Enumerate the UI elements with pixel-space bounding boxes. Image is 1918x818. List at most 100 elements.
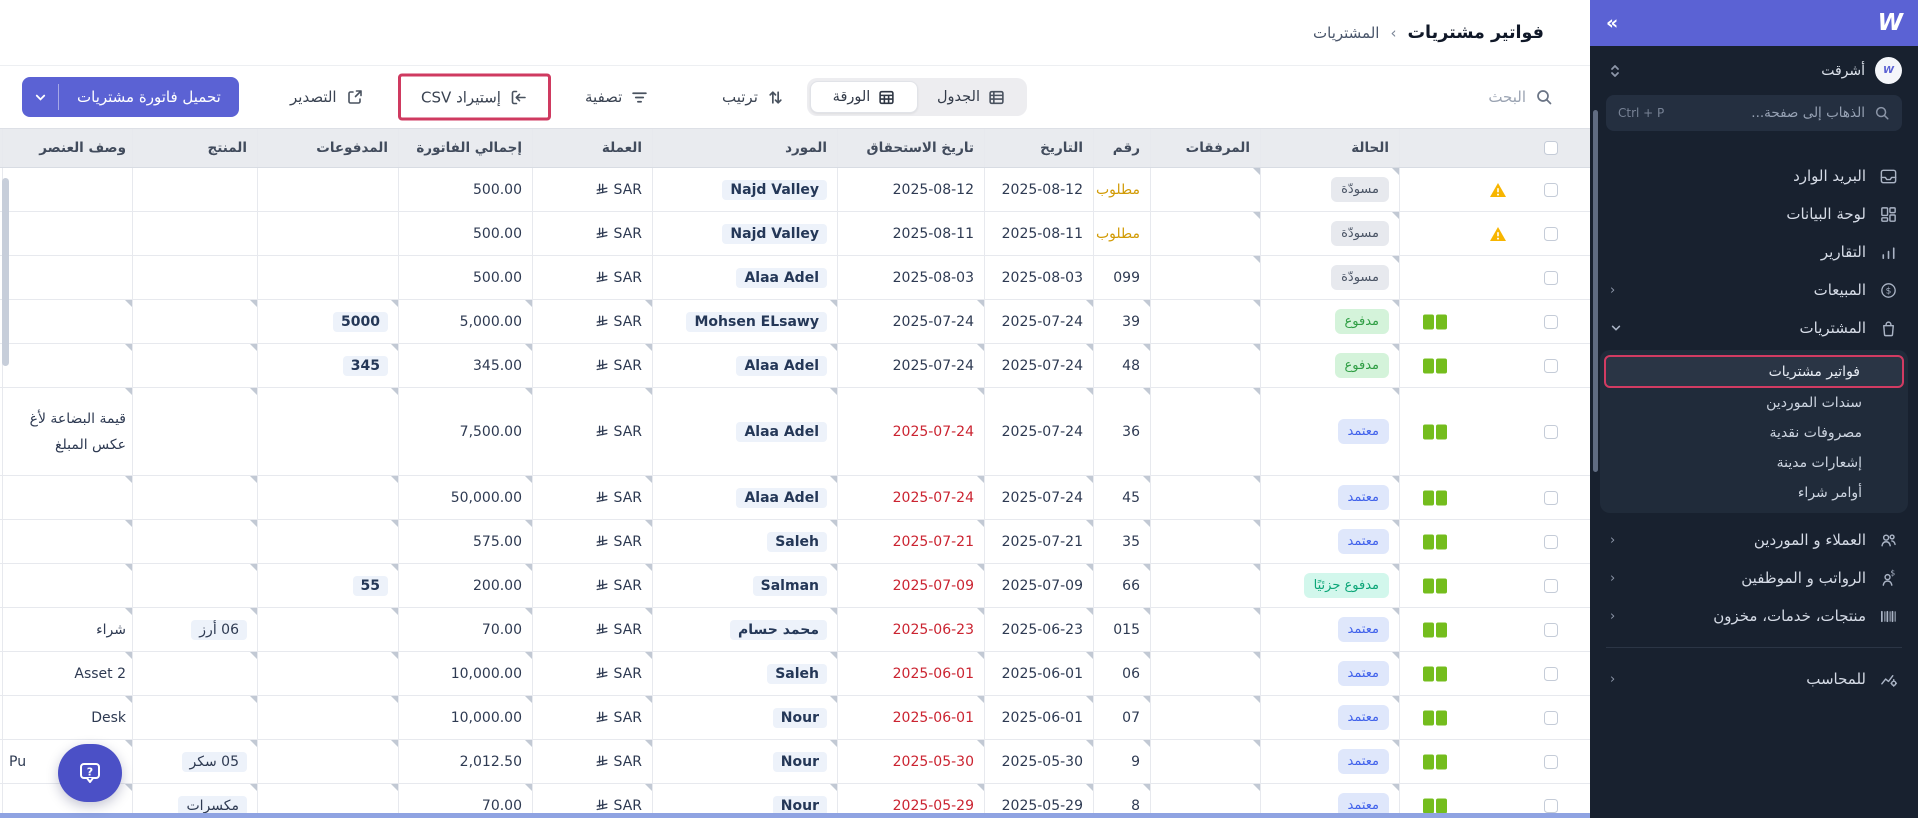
sort-button[interactable]: ترتيب bbox=[722, 88, 784, 106]
vendor-link[interactable]: Nour bbox=[772, 751, 827, 772]
sidebar-scrollbar[interactable] bbox=[1593, 110, 1598, 472]
horizontal-scroll-indicator[interactable] bbox=[0, 813, 1590, 818]
row-checkbox[interactable] bbox=[1544, 270, 1558, 285]
cell-number: 9 bbox=[1093, 740, 1150, 783]
status-badge: مدفوع جزئيًا bbox=[1303, 572, 1389, 599]
cell-vendor: محمد حسام bbox=[652, 608, 837, 651]
user-menu[interactable]: W أشرقت bbox=[1590, 46, 1918, 93]
row-checkbox[interactable] bbox=[1544, 314, 1558, 329]
journal-entry-icon[interactable] bbox=[1422, 357, 1448, 374]
cell-selection bbox=[1399, 740, 1590, 783]
table-row[interactable]: معتمد 45 2025-07-24 2025-07-24 Alaa Adel SAR 5… bbox=[0, 476, 1590, 520]
cell-selection bbox=[1399, 344, 1590, 387]
vendor-link[interactable]: Salman bbox=[752, 575, 827, 596]
cell-attachments bbox=[1150, 168, 1260, 211]
table-row[interactable]: معتمد 36 2025-07-24 2025-07-24 Alaa Adel SAR 7… bbox=[0, 388, 1590, 476]
submenu-item-cash-expenses[interactable]: مصروفات نقدية bbox=[1769, 425, 1862, 441]
vendor-link[interactable]: Mohsen ELsawy bbox=[686, 311, 827, 332]
sar-symbol-icon bbox=[595, 490, 609, 505]
vendor-link[interactable]: Alaa Adel bbox=[736, 487, 827, 508]
unfold-icon[interactable] bbox=[1608, 63, 1622, 79]
journal-entry-icon[interactable] bbox=[1422, 313, 1448, 330]
vertical-scrollbar[interactable] bbox=[2, 178, 9, 366]
cell-date: 2025-07-21 bbox=[984, 520, 1093, 563]
vendor-link[interactable]: Saleh bbox=[767, 531, 827, 552]
import-csv-button[interactable]: إستيراد CSV bbox=[398, 73, 551, 121]
table-row[interactable]: معتمد 07 2025-06-01 2025-06-01 Nour SAR 10,000… bbox=[0, 696, 1590, 740]
row-checkbox[interactable] bbox=[1544, 534, 1558, 549]
row-checkbox[interactable] bbox=[1544, 754, 1558, 769]
sar-symbol-icon bbox=[595, 182, 609, 197]
table-row[interactable]: مدفوع 39 2025-07-24 2025-07-24 Mohsen ELsawy… bbox=[0, 300, 1590, 344]
help-button[interactable]: ? bbox=[58, 744, 122, 802]
filter-button[interactable]: تصفية bbox=[585, 88, 648, 106]
vendor-link[interactable]: Najd Valley bbox=[722, 179, 827, 200]
sidebar-item-products[interactable]: منتجات، خدمات، مخزون ‹ bbox=[1590, 597, 1918, 635]
sidebar-item-sales[interactable]: $ المبيعات ‹ bbox=[1590, 271, 1918, 309]
journal-entry-icon[interactable] bbox=[1422, 797, 1448, 814]
vendor-link[interactable]: Saleh bbox=[767, 663, 827, 684]
collapse-sidebar-icon[interactable]: » bbox=[1606, 12, 1619, 34]
table-row[interactable]: معتمد 35 2025-07-21 2025-07-21 Saleh SAR 575.0… bbox=[0, 520, 1590, 564]
row-checkbox[interactable] bbox=[1544, 226, 1558, 241]
table-row[interactable]: مسودّة مطلوب 2025-08-12 2025-08-12 Najd Vall… bbox=[0, 168, 1590, 212]
breadcrumb-parent[interactable]: المشتريات bbox=[1313, 23, 1380, 42]
table-row[interactable]: مدفوع 48 2025-07-24 2025-07-24 Alaa Adel SAR 3… bbox=[0, 344, 1590, 388]
row-checkbox[interactable] bbox=[1544, 424, 1558, 439]
row-checkbox[interactable] bbox=[1544, 182, 1558, 197]
row-checkbox[interactable] bbox=[1544, 490, 1558, 505]
vendor-link[interactable]: Nour bbox=[772, 795, 827, 816]
table-row[interactable]: معتمد 015 2025-06-23 2025-06-23 محمد حسام SAR… bbox=[0, 608, 1590, 652]
journal-entry-icon[interactable] bbox=[1422, 577, 1448, 594]
row-checkbox[interactable] bbox=[1544, 578, 1558, 593]
table-row[interactable]: معتمد 9 2025-05-30 2025-05-30 Nour SAR 2,012.5… bbox=[0, 740, 1590, 784]
submenu-item-debit-notes[interactable]: إشعارات مدينة bbox=[1776, 455, 1862, 471]
submenu-item-purchase-orders[interactable]: أوامر شراء bbox=[1797, 485, 1862, 501]
journal-entry-icon[interactable] bbox=[1422, 621, 1448, 638]
sidebar-item-inbox[interactable]: البريد الوارد bbox=[1590, 157, 1918, 195]
vendor-link[interactable]: محمد حسام bbox=[730, 619, 827, 640]
sidebar-item-reports[interactable]: التقارير bbox=[1590, 233, 1918, 271]
vendor-link[interactable]: Nour bbox=[772, 707, 827, 728]
upload-invoice-button[interactable]: تحميل فاتورة مشتريات bbox=[22, 77, 239, 117]
submenu-item-purchase-invoices[interactable]: فواتير مشتريات bbox=[1604, 355, 1904, 388]
select-all-checkbox[interactable] bbox=[1544, 141, 1558, 155]
search-input[interactable]: البحث bbox=[1488, 88, 1553, 106]
table-row[interactable]: معتمد 8 2025-05-29 2025-05-29 Nour SAR 70.00 مك… bbox=[0, 784, 1590, 818]
sidebar-item-purchases[interactable]: المشتريات bbox=[1590, 309, 1918, 347]
sidebar-item-customers-vendors[interactable]: العملاء و الموردين ‹ bbox=[1590, 521, 1918, 559]
journal-entry-icon[interactable] bbox=[1422, 489, 1448, 506]
journal-entry-icon[interactable] bbox=[1422, 423, 1448, 440]
cell-number: 8 bbox=[1093, 784, 1150, 818]
vendor-link[interactable]: Alaa Adel bbox=[736, 267, 827, 288]
row-checkbox[interactable] bbox=[1544, 798, 1558, 813]
cell-product bbox=[132, 300, 257, 343]
cell-desc: شراء bbox=[2, 608, 132, 651]
vendor-link[interactable]: Alaa Adel bbox=[736, 421, 827, 442]
sidebar-item-payroll[interactable]: $ الرواتب و الموظفين ‹ bbox=[1590, 559, 1918, 597]
journal-entry-icon[interactable] bbox=[1422, 709, 1448, 726]
submenu-item-vendor-notes[interactable]: سندات الموردين bbox=[1766, 395, 1862, 411]
view-table-segment[interactable]: الجدول bbox=[918, 81, 1024, 113]
sidebar-item-accountant[interactable]: للمحاسب ‹ bbox=[1590, 660, 1918, 698]
table-row[interactable]: مسودّة 099 2025-08-03 2025-08-03 Alaa Adel SA… bbox=[0, 256, 1590, 300]
goto-page-input[interactable]: الذهاب إلى صفحة... Ctrl + P bbox=[1606, 95, 1902, 131]
vendor-link[interactable]: Alaa Adel bbox=[736, 355, 827, 376]
journal-entry-icon[interactable] bbox=[1422, 665, 1448, 682]
view-sheet-segment[interactable]: الورقة bbox=[810, 81, 918, 113]
table-row[interactable]: مسودّة مطلوب 2025-08-11 2025-08-11 Najd Vall… bbox=[0, 212, 1590, 256]
vendor-link[interactable]: Najd Valley bbox=[722, 223, 827, 244]
chevron-down-icon[interactable] bbox=[22, 77, 58, 117]
sidebar-item-dashboard[interactable]: لوحة البيانات bbox=[1590, 195, 1918, 233]
table-row[interactable]: معتمد 06 2025-06-01 2025-06-01 Saleh SAR 10,00… bbox=[0, 652, 1590, 696]
export-button[interactable]: التصدير bbox=[290, 88, 364, 106]
row-checkbox[interactable] bbox=[1544, 710, 1558, 725]
journal-entry-icon[interactable] bbox=[1422, 753, 1448, 770]
table-row[interactable]: مدفوع جزئيًا 66 2025-07-09 2025-07-09 Salman… bbox=[0, 564, 1590, 608]
cell-product: 05 سكر bbox=[132, 740, 257, 783]
row-checkbox[interactable] bbox=[1544, 666, 1558, 681]
export-label: التصدير bbox=[290, 88, 337, 106]
row-checkbox[interactable] bbox=[1544, 622, 1558, 637]
journal-entry-icon[interactable] bbox=[1422, 533, 1448, 550]
row-checkbox[interactable] bbox=[1544, 358, 1558, 373]
